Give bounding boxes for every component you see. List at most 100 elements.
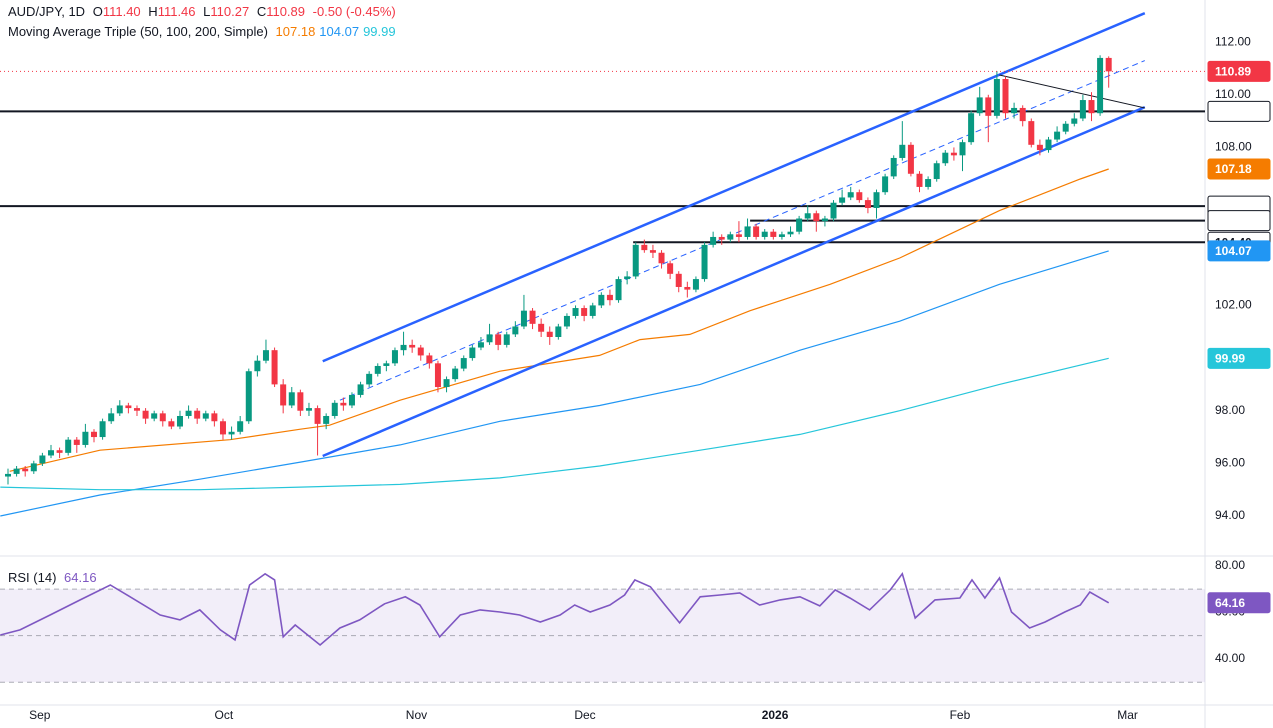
rsi-pane (0, 572, 1205, 683)
candle-body (116, 405, 123, 414)
change: -0.50 (-0.45%) (312, 4, 396, 19)
ohlc-label: C (256, 4, 267, 19)
candle-body (22, 468, 29, 472)
candle-body (1028, 121, 1035, 145)
candle-body (1054, 131, 1061, 140)
candle-body (787, 231, 794, 235)
price-tag (1207, 100, 1271, 122)
candle-body (305, 408, 312, 411)
candle-body (185, 410, 192, 416)
candle-body (271, 350, 278, 385)
candle-body (985, 97, 992, 116)
x-tick-label: Nov (406, 708, 427, 722)
candle-body (30, 463, 37, 472)
y-tick-label: 112.00 (1215, 34, 1251, 48)
candle-body (942, 152, 949, 164)
candle-body (1011, 107, 1018, 114)
price-tag (1207, 240, 1271, 262)
trend-line (339, 60, 1146, 401)
candle-body (4, 473, 11, 477)
candle-body (916, 173, 923, 187)
candle-body (546, 331, 553, 338)
candle-body (452, 368, 459, 380)
price-tag-label: 99.99 (1215, 351, 1245, 365)
candle-body (90, 431, 97, 438)
candle-body (409, 344, 416, 348)
candle-body (13, 468, 20, 474)
ma-value: 99.99 (363, 24, 396, 39)
candle-body (529, 310, 536, 324)
candle-body (254, 360, 261, 372)
x-tick-label: Feb (950, 708, 971, 722)
candle-body (366, 373, 373, 385)
candle-body (959, 142, 966, 156)
candle-body (882, 176, 889, 193)
candle-body (718, 236, 725, 240)
candle-body (813, 213, 820, 222)
candle-body (761, 231, 768, 237)
price-tag (1207, 60, 1271, 82)
candle-body (632, 244, 639, 277)
candle-body (331, 402, 338, 416)
candle-body (314, 408, 321, 424)
rsi-line (0, 572, 1110, 647)
candle-body (1036, 144, 1043, 151)
candle-body (108, 413, 115, 422)
y-tick-label: 98.00 (1215, 403, 1245, 417)
rsi-tick-label: 40.00 (1215, 651, 1245, 665)
ohlc-label: L (203, 4, 211, 19)
price-tag-label: 110.89 (1215, 65, 1251, 79)
candle-body (675, 273, 682, 287)
candle-body (374, 365, 381, 374)
candle-body (667, 263, 674, 274)
candle-body (176, 415, 183, 427)
candle-body (469, 347, 476, 359)
candle-body (538, 323, 545, 332)
candle-body (615, 279, 622, 301)
y-tick-label: 94.00 (1215, 508, 1245, 522)
candle-body (899, 144, 906, 158)
candle-body (47, 450, 54, 456)
candle-body (727, 234, 734, 240)
ma-title: Moving Average Triple (50, 100, 200, Sim… (8, 24, 268, 39)
candle-body (426, 355, 433, 364)
x-tick-label: Dec (574, 708, 595, 722)
rsi-title: RSI (14) (8, 570, 57, 585)
candle-body (684, 286, 691, 290)
candle-body (323, 415, 330, 424)
candle-body (864, 200, 871, 208)
moving-average (0, 357, 1109, 491)
price-tag-label: 104.07 (1215, 244, 1252, 258)
candle-body (262, 350, 269, 361)
candle-body (933, 163, 940, 180)
y-tick-label: 110.00 (1215, 87, 1251, 101)
y-tick-label: 102.00 (1215, 298, 1252, 312)
candle-body (477, 342, 484, 348)
ohlc-value: 111.46 (157, 4, 196, 19)
price-tag (1207, 592, 1271, 614)
price-tag-label: 64.16 (1215, 596, 1245, 610)
candle-body (486, 334, 493, 343)
price-tag (1207, 158, 1271, 180)
candle-body (649, 250, 656, 253)
candle-body (340, 402, 347, 406)
candle-body (434, 363, 441, 388)
candle-body (211, 413, 218, 422)
candle-body (744, 226, 751, 237)
candle-body (417, 347, 424, 356)
candle-body (125, 405, 132, 409)
symbol: AUD/JPY, 1D (8, 4, 86, 19)
trend-line (322, 12, 1146, 363)
candle-body (796, 218, 803, 232)
trend-line (322, 106, 1146, 458)
candle-body (830, 202, 837, 219)
candle-body (968, 113, 975, 143)
candle-body (56, 450, 63, 453)
x-tick-label: Mar (1117, 708, 1138, 722)
candle-body (770, 231, 777, 237)
ohlc-value: 110.89 (266, 4, 305, 19)
ma-value: 104.07 (319, 24, 360, 39)
price-tag (1207, 347, 1271, 369)
